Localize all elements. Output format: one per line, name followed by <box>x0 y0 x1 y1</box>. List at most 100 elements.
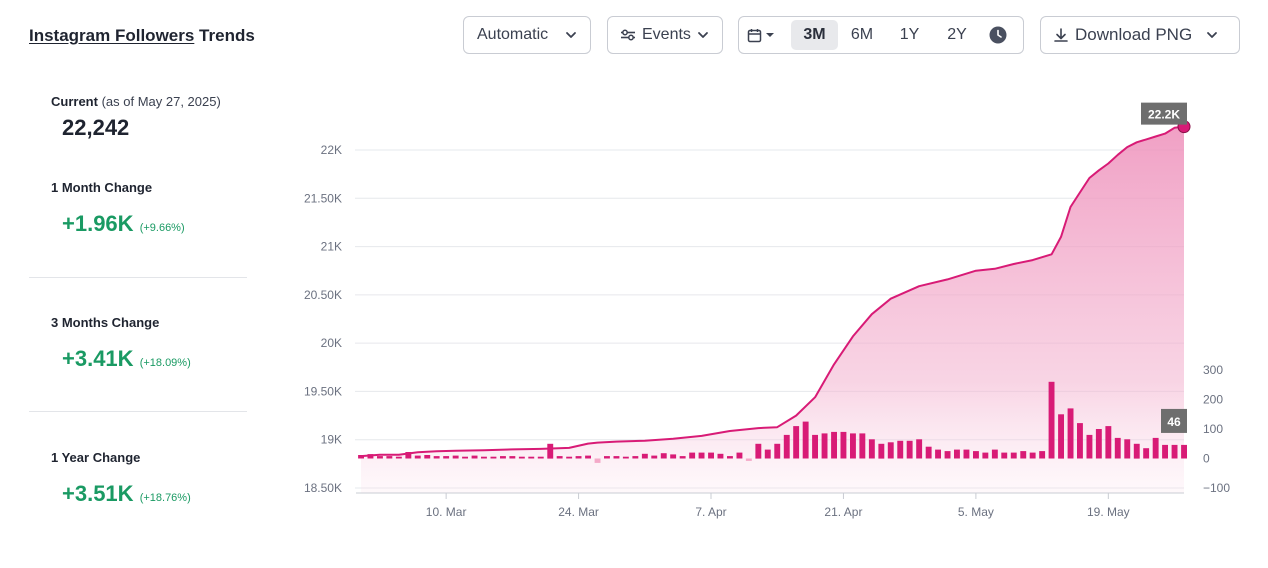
change-bar <box>660 453 667 459</box>
y2-tick-label: 200 <box>1203 393 1223 407</box>
year-change-stat: 1 Year Change +3.51K (+18.76%) <box>51 450 191 507</box>
y2-tick-label: −100 <box>1203 481 1230 495</box>
download-icon <box>1054 28 1068 42</box>
divider <box>29 411 247 412</box>
range-2y-button[interactable]: 2Y <box>947 26 967 43</box>
change-bar <box>689 452 696 459</box>
change-bar <box>1020 451 1027 459</box>
calendar-icon <box>747 28 762 42</box>
change-bar <box>812 434 818 459</box>
download-label: Download PNG <box>1075 25 1193 44</box>
change-bar <box>935 449 941 459</box>
sliders-icon <box>621 29 635 41</box>
three-months-change-stat: 3 Months Change +3.41K (+18.09%) <box>51 315 191 372</box>
year-change-label: 1 Year Change <box>51 450 141 465</box>
change-bar <box>670 454 677 459</box>
change-bar <box>717 453 724 459</box>
y2-tick-label: 0 <box>1203 452 1210 466</box>
change-bar <box>708 452 714 459</box>
change-bar <box>679 456 686 459</box>
title-rest: Trends <box>194 26 255 45</box>
granularity-dropdown[interactable]: Automatic <box>463 16 591 54</box>
change-bar <box>897 440 904 459</box>
change-bar <box>1086 434 1093 459</box>
change-bar <box>774 443 781 459</box>
year-change-pct: (+18.76%) <box>139 492 191 504</box>
x-tick-label: 10. Mar <box>426 505 467 519</box>
three-months-change-pct: (+18.09%) <box>139 357 191 369</box>
change-bar <box>1181 444 1187 459</box>
y-tick-label: 21.50K <box>304 191 342 205</box>
change-bar <box>613 456 620 459</box>
followers-area <box>361 126 1184 493</box>
change-bar <box>377 456 383 459</box>
change-bar <box>1029 452 1036 459</box>
date-picker-button[interactable] <box>747 28 791 43</box>
current-value: 22,242 <box>62 115 130 140</box>
change-bar <box>1143 448 1150 459</box>
three-months-change-value-row: +3.41K (+18.09%) <box>62 346 191 372</box>
granularity-label: Automatic <box>477 26 549 43</box>
current-label-text: Current <box>51 94 98 109</box>
y-tick-label: 19K <box>321 433 342 447</box>
change-bar <box>433 456 440 459</box>
custom-range-button[interactable] <box>981 26 1015 44</box>
range-6m-button[interactable]: 6M <box>850 26 874 43</box>
change-bar <box>452 455 459 459</box>
change-bar <box>973 451 979 459</box>
change-bar <box>1133 443 1140 459</box>
change-bar <box>1048 381 1055 459</box>
change-bar <box>954 449 960 459</box>
change-bar <box>878 443 885 459</box>
year-change-value: +3.51K <box>62 481 134 506</box>
change-bar <box>556 456 563 459</box>
change-bar <box>925 446 932 459</box>
change-bar <box>632 456 639 459</box>
range-1y-button[interactable]: 1Y <box>899 26 920 43</box>
change-bar <box>1039 451 1046 459</box>
page-title: Instagram Followers Trends <box>29 26 255 46</box>
change-bar <box>566 456 573 459</box>
change-bar <box>405 452 412 459</box>
change-bar <box>906 440 913 459</box>
change-bar <box>500 456 506 459</box>
events-dropdown[interactable]: Events <box>607 16 723 54</box>
title-brand-link[interactable]: Instagram Followers <box>29 26 195 45</box>
change-bar <box>481 456 487 459</box>
year-change-value-row: +3.51K (+18.76%) <box>62 481 191 507</box>
y-tick-label: 20K <box>321 336 342 350</box>
download-png-button[interactable]: Download PNG <box>1040 16 1240 54</box>
change-bar <box>443 456 450 459</box>
y-tick-label: 19.50K <box>304 384 342 398</box>
change-bar <box>783 434 790 459</box>
change-bar <box>821 433 828 459</box>
change-bar <box>745 458 752 461</box>
x-tick-label: 19. May <box>1087 505 1130 519</box>
change-bar <box>386 456 393 459</box>
x-tick-label: 7. Apr <box>695 505 726 519</box>
change-bar <box>1058 414 1064 459</box>
change-bar <box>916 439 923 459</box>
y-tick-label: 22K <box>321 143 342 157</box>
x-tick-label: 21. Apr <box>824 505 862 519</box>
change-bar <box>840 431 847 459</box>
change-bar <box>991 449 998 459</box>
change-bar <box>414 455 421 459</box>
change-bar <box>518 456 525 459</box>
x-tick-label: 24. Mar <box>558 505 599 519</box>
change-bar <box>1010 452 1017 459</box>
change-bar <box>736 452 743 459</box>
change-bar <box>594 458 601 463</box>
change-bar <box>1124 439 1131 459</box>
bar-value-tooltip <box>1161 408 1187 433</box>
change-bar <box>831 431 837 459</box>
change-bar <box>622 456 629 459</box>
change-bar <box>868 439 875 459</box>
change-bar <box>1001 452 1008 459</box>
range-3m-button[interactable]: 3M <box>790 20 839 50</box>
month-change-value: +1.96K <box>62 211 134 236</box>
current-label: Current (as of May 27, 2025) <box>51 94 221 109</box>
y2-tick-label: 100 <box>1203 422 1223 436</box>
change-bar <box>887 442 894 459</box>
